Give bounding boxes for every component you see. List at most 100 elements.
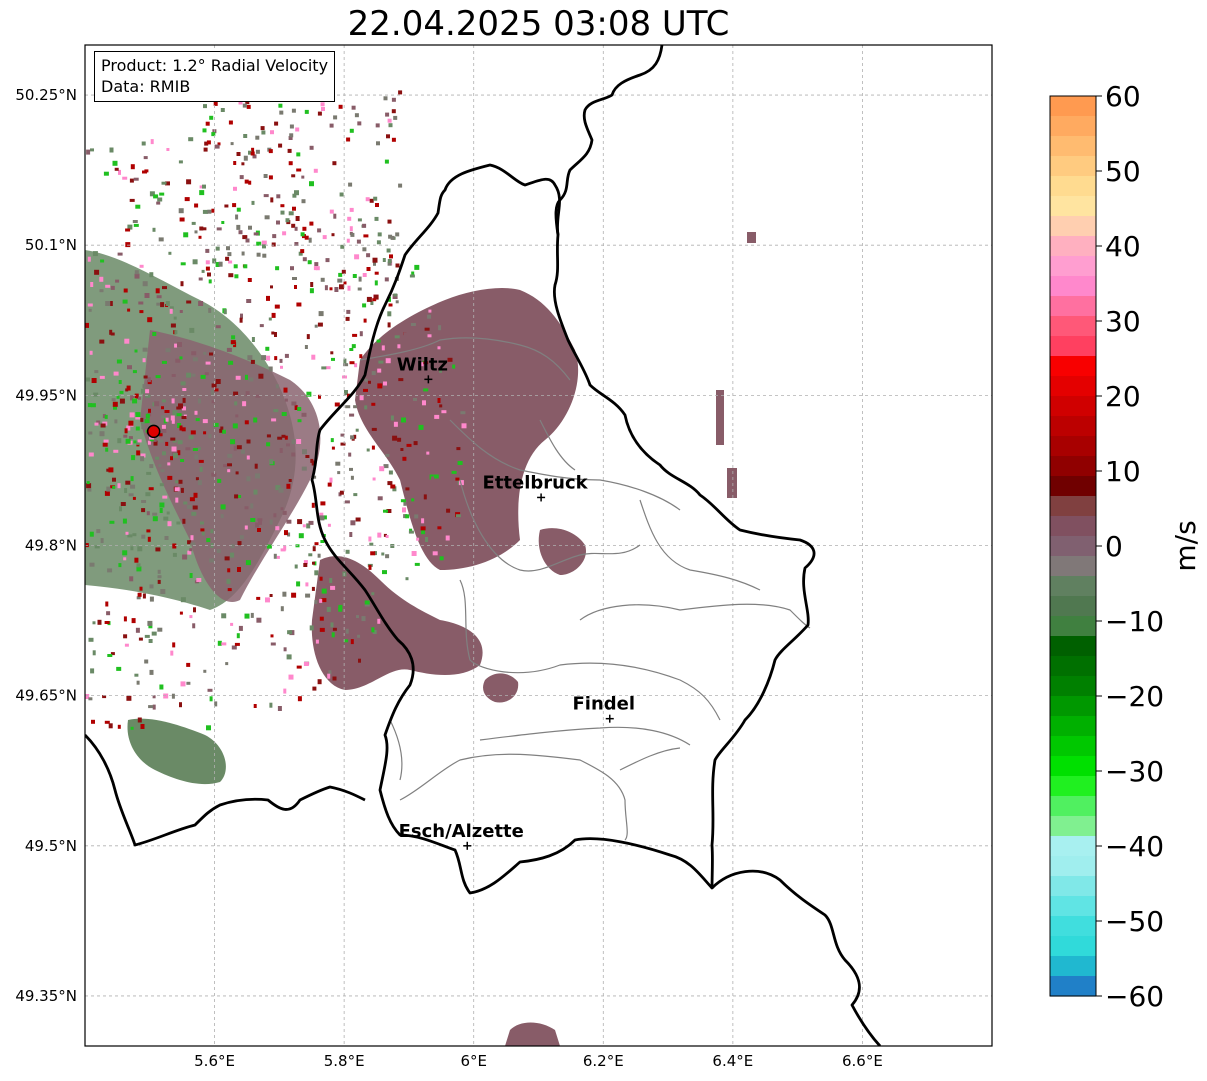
- echo-pixel: [104, 621, 110, 624]
- echo-pixel: [234, 642, 240, 646]
- echo-pixel: [155, 288, 160, 294]
- echo-pixel: [255, 394, 261, 398]
- map-gridlines: [85, 45, 992, 1046]
- echo-pixel: [301, 412, 307, 417]
- national-borders: [85, 45, 882, 1046]
- echo-pixel: [286, 443, 290, 447]
- echo-pixel: [227, 453, 233, 458]
- echo-pixel: [99, 431, 105, 437]
- echo-pixel: [108, 467, 114, 473]
- echo-pixel: [87, 488, 92, 492]
- city-findel[interactable]: Findel: [572, 694, 635, 723]
- echo-pixel: [196, 578, 202, 582]
- echo-pixel: [326, 606, 331, 612]
- echo-pixel: [411, 271, 415, 277]
- echo-pixel: [366, 448, 370, 452]
- lat-tick-label: 50.1°N: [25, 236, 77, 254]
- echo-pixel: [202, 227, 207, 231]
- echo-pixel: [390, 415, 394, 421]
- colorbar-swatch: [1050, 216, 1096, 237]
- echo-pixel: [353, 493, 358, 497]
- echo-pixel: [273, 553, 277, 559]
- echo-pixel: [321, 107, 325, 111]
- echo-pixel: [186, 504, 192, 509]
- echo-pixel: [126, 695, 132, 701]
- echo-pixel: [124, 428, 128, 434]
- echo-pixel: [140, 417, 144, 422]
- echo-pixel: [294, 564, 298, 569]
- echo-pixel: [278, 487, 284, 493]
- echo-pixel: [291, 108, 296, 113]
- echo-pixel: [207, 209, 212, 214]
- echo-pixel: [268, 317, 272, 321]
- echo-pixel: [119, 506, 122, 512]
- echo-pixel: [387, 322, 391, 328]
- city-esch-alzette[interactable]: Esch/Alzette: [399, 821, 524, 850]
- echo-pixel: [374, 551, 377, 556]
- echo-pixel: [354, 254, 360, 260]
- colorbar-swatch: [1050, 876, 1096, 897]
- city-ettelbruck[interactable]: Ettelbruck: [483, 472, 589, 502]
- city-label: Findel: [572, 694, 635, 715]
- echo-pixel: [349, 467, 353, 471]
- echo-pixel: [377, 232, 382, 237]
- echo-pixel: [233, 186, 237, 191]
- echo-pixel: [177, 440, 183, 445]
- echo-pixel: [280, 365, 283, 369]
- echo-pixel: [89, 562, 95, 567]
- echo-pixel: [387, 311, 392, 317]
- echo-pixel: [140, 388, 145, 394]
- echo-pixel: [192, 505, 198, 510]
- echo-pixel: [102, 414, 106, 419]
- echo-pixel: [329, 578, 333, 583]
- echo-pixel: [117, 252, 123, 256]
- echo-pixel: [159, 192, 165, 196]
- colorbar-tick-label: 30: [1105, 305, 1141, 338]
- lat-tick-label: 50.25°N: [15, 86, 77, 104]
- echo-pixel: [390, 484, 396, 489]
- echo-pixel: [223, 309, 227, 315]
- colorbar-swatch: [1050, 356, 1096, 377]
- echo-pixel: [315, 266, 320, 271]
- echo-pixel: [321, 588, 327, 594]
- echo-pixel: [345, 628, 349, 634]
- echo-pixel: [266, 434, 271, 438]
- echo-pixel: [263, 174, 268, 178]
- echo-pixel: [139, 264, 144, 268]
- echo-pixel: [247, 278, 252, 282]
- echo-pixel: [444, 366, 449, 371]
- echo-pixel: [205, 260, 210, 265]
- echo-pixel: [330, 585, 336, 590]
- echo-pixel: [228, 120, 233, 125]
- echo-pixel: [182, 406, 186, 411]
- echo-pixel: [150, 139, 154, 145]
- echo-pixel: [230, 142, 234, 146]
- echo-pixel: [266, 442, 271, 447]
- echo-pixel: [87, 303, 93, 307]
- echo-pixel: [295, 216, 300, 221]
- echo-pixel: [230, 340, 236, 345]
- echo-pixel: [437, 526, 442, 530]
- echo-pixel: [294, 190, 299, 196]
- echo-pixel: [322, 235, 327, 240]
- echo-pixel: [437, 346, 441, 350]
- echo-pixel: [383, 381, 387, 386]
- echo-pixel: [362, 223, 367, 228]
- echo-pixel: [153, 440, 158, 446]
- moselle-border: [711, 869, 882, 1046]
- colorbar-tick-label: −50: [1105, 905, 1164, 938]
- radar-site-marker[interactable]: [146, 424, 161, 439]
- echo-pixel: [433, 474, 439, 479]
- echo-pixel: [385, 358, 391, 364]
- echo-pixel: [331, 446, 335, 450]
- city-wiltz[interactable]: Wiltz: [397, 354, 448, 384]
- echo-pixel: [123, 288, 128, 293]
- echo-pixel: [321, 366, 327, 370]
- echo-pixel: [390, 235, 395, 240]
- echo-pixel: [226, 246, 230, 251]
- echo-pixel: [152, 512, 158, 516]
- echo-pixel: [147, 440, 151, 445]
- echo-findel-patch: [483, 673, 519, 703]
- echo-pixel: [242, 401, 247, 407]
- echo-pixel: [162, 286, 167, 290]
